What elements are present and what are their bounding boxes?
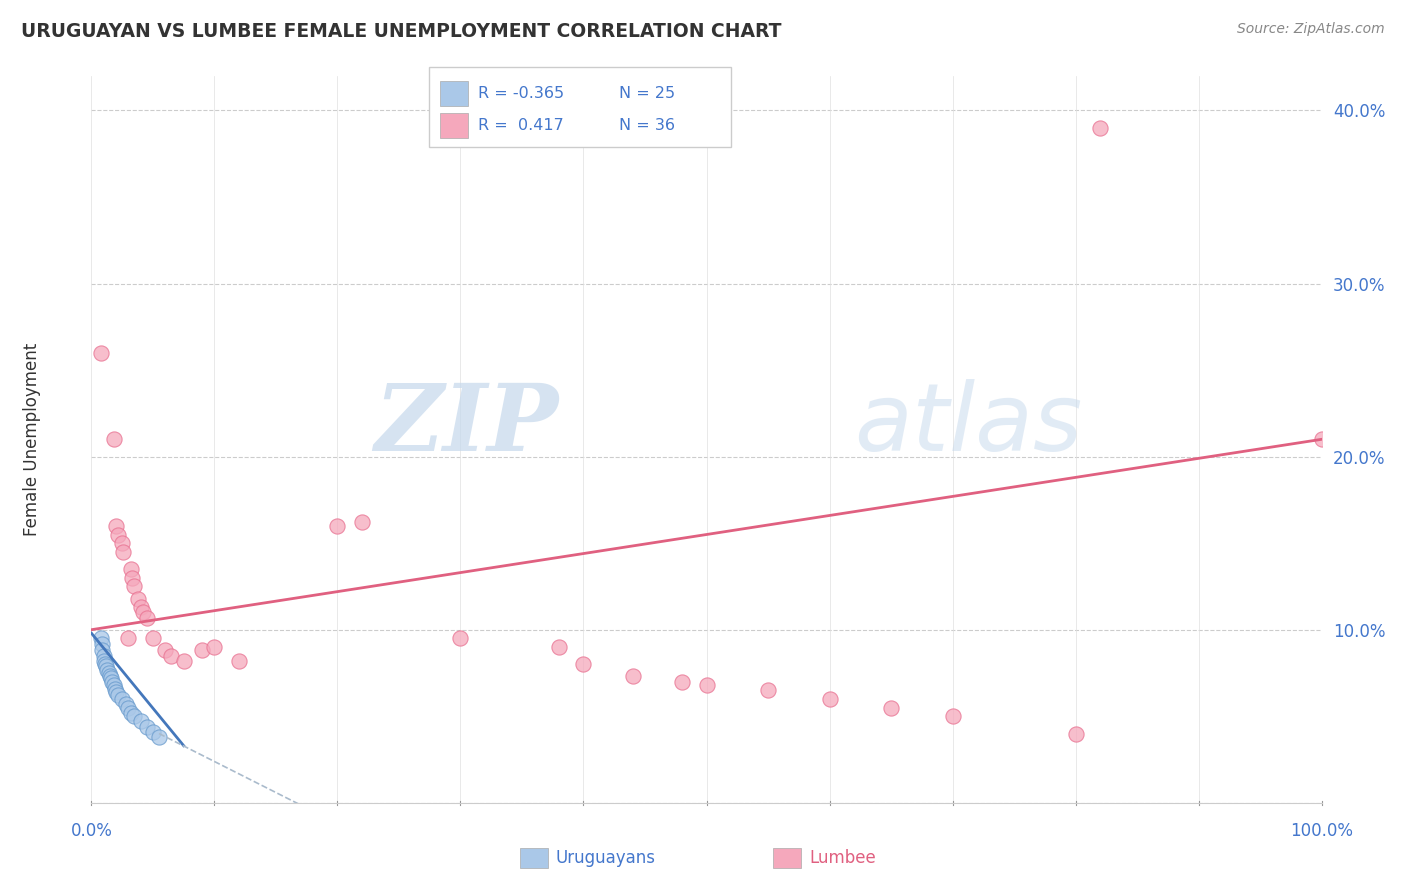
Point (547, 640, 569, 654)
Text: N = 36: N = 36 (619, 119, 675, 133)
Point (90, 345, 112, 359)
Point (103, 433, 125, 447)
Text: ZIP: ZIP (374, 380, 558, 470)
Text: atlas: atlas (853, 379, 1083, 470)
Point (228, 654, 250, 668)
Point (124, 709, 146, 723)
Point (191, 643, 214, 657)
Point (107, 689, 129, 703)
Point (1088, 120, 1111, 135)
Point (818, 692, 841, 706)
Point (93, 654, 115, 668)
Point (91, 643, 114, 657)
Text: Source: ZipAtlas.com: Source: ZipAtlas.com (1237, 22, 1385, 37)
Point (120, 562, 142, 576)
Point (112, 545, 135, 559)
Point (90, 632, 112, 646)
Point (111, 692, 134, 706)
Text: N = 25: N = 25 (619, 87, 675, 101)
Point (111, 536, 134, 550)
Point (671, 674, 693, 689)
Point (135, 720, 157, 734)
Point (880, 700, 903, 714)
Text: Lumbee: Lumbee (810, 849, 876, 867)
Point (135, 610, 157, 624)
Point (117, 700, 139, 714)
Point (695, 678, 717, 692)
Text: Female Unemployment: Female Unemployment (24, 343, 41, 536)
Point (621, 669, 644, 683)
Point (326, 519, 349, 533)
Point (117, 632, 139, 646)
Point (94, 657, 117, 672)
Point (100, 671, 122, 685)
Point (142, 724, 165, 739)
Point (572, 657, 595, 672)
Point (120, 706, 142, 720)
Point (1310, 433, 1333, 447)
Point (124, 579, 146, 593)
Point (129, 714, 152, 729)
Point (173, 654, 195, 668)
Point (127, 591, 149, 606)
Point (160, 648, 183, 663)
Text: Uruguayans: Uruguayans (555, 849, 655, 867)
Point (1064, 726, 1087, 740)
Text: 100.0%: 100.0% (1291, 822, 1353, 840)
Point (941, 709, 963, 723)
Point (107, 527, 129, 541)
Point (121, 571, 143, 585)
Point (103, 678, 125, 692)
Point (96, 663, 118, 677)
Point (104, 681, 127, 696)
Point (114, 697, 138, 711)
Point (91, 636, 114, 650)
Point (148, 730, 170, 744)
Text: R =  0.417: R = 0.417 (478, 119, 564, 133)
Point (101, 674, 124, 689)
Point (449, 632, 471, 646)
Point (153, 643, 177, 657)
Point (756, 683, 779, 698)
Point (129, 600, 152, 615)
Point (352, 516, 374, 530)
Point (98, 669, 121, 683)
Point (132, 606, 155, 620)
Point (96, 659, 117, 673)
Point (93, 648, 115, 663)
Point (105, 519, 127, 533)
Point (142, 632, 165, 646)
Text: URUGUAYAN VS LUMBEE FEMALE UNEMPLOYMENT CORRELATION CHART: URUGUAYAN VS LUMBEE FEMALE UNEMPLOYMENT … (21, 22, 782, 41)
Point (202, 640, 225, 654)
Text: R = -0.365: R = -0.365 (478, 87, 564, 101)
Text: 0.0%: 0.0% (70, 822, 112, 840)
Point (105, 685, 127, 699)
Point (97, 665, 120, 680)
